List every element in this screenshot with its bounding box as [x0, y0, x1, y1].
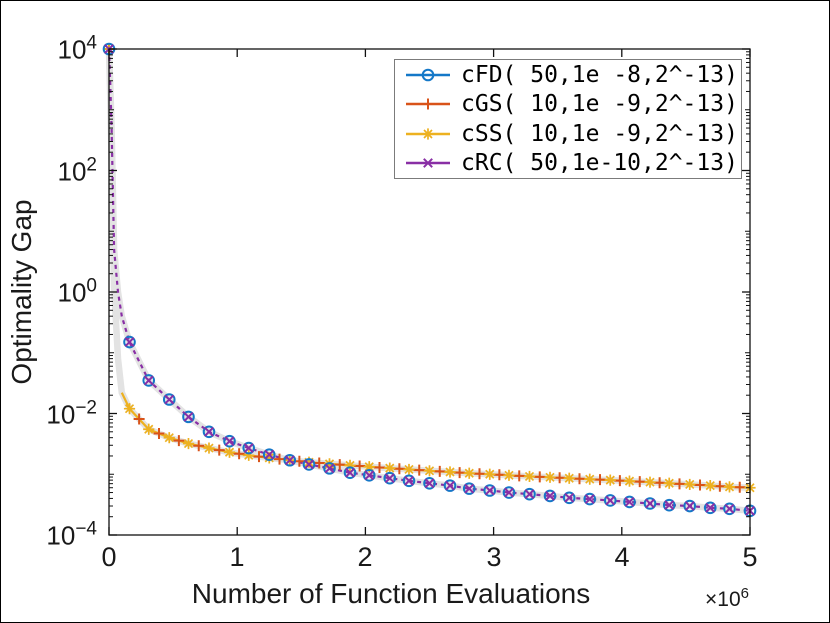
y-tick-label-1e-2: 10−2 — [46, 397, 97, 430]
legend-label: cSS( 10,1e -9,2^-13) — [461, 120, 738, 147]
x-tick-label-3: 3 — [486, 542, 502, 572]
legend-item-cFD: cFD( 50,1e -8,2^-13) — [395, 60, 741, 89]
y-axis-title: Optimality Gap — [6, 199, 37, 385]
x-tick-label-5: 5 — [742, 542, 758, 572]
y-tick-label-1e-4: 10−4 — [46, 518, 97, 551]
y-tick-label-1e2: 102 — [57, 154, 98, 187]
x-axis-title: Number of Function Evaluations — [191, 578, 591, 609]
legend-label: cFD( 50,1e -8,2^-13) — [461, 61, 738, 88]
legend-line-asterisk-icon — [406, 128, 450, 140]
legend-label: cGS( 10,1e -9,2^-13) — [461, 91, 738, 118]
x-tick-label-2: 2 — [357, 542, 373, 572]
legend-line-plus-icon — [406, 98, 450, 110]
legend-line-circle-icon — [406, 68, 450, 82]
y-tick-label-1e0: 100 — [57, 275, 98, 308]
x-axis-exponent-label: ×106 — [705, 585, 749, 611]
x-tick-label-0: 0 — [101, 542, 117, 572]
y-tick-label-1e4: 104 — [57, 32, 98, 65]
x-tick-label-4: 4 — [614, 542, 630, 572]
x-tick-label-1: 1 — [229, 542, 245, 572]
legend-item-cSS: cSS( 10,1e -9,2^-13) — [395, 119, 741, 148]
legend-line-x-icon — [406, 158, 450, 169]
legend-label: cRC( 50,1e-10,2^-13) — [461, 150, 738, 177]
legend-item-cGS: cGS( 10,1e -9,2^-13) — [395, 90, 741, 119]
legend-box: cFD( 50,1e -8,2^-13) cGS( 10,1e -9,2^-13… — [394, 59, 742, 179]
legend-item-cRC: cRC( 50,1e-10,2^-13) — [395, 149, 741, 178]
